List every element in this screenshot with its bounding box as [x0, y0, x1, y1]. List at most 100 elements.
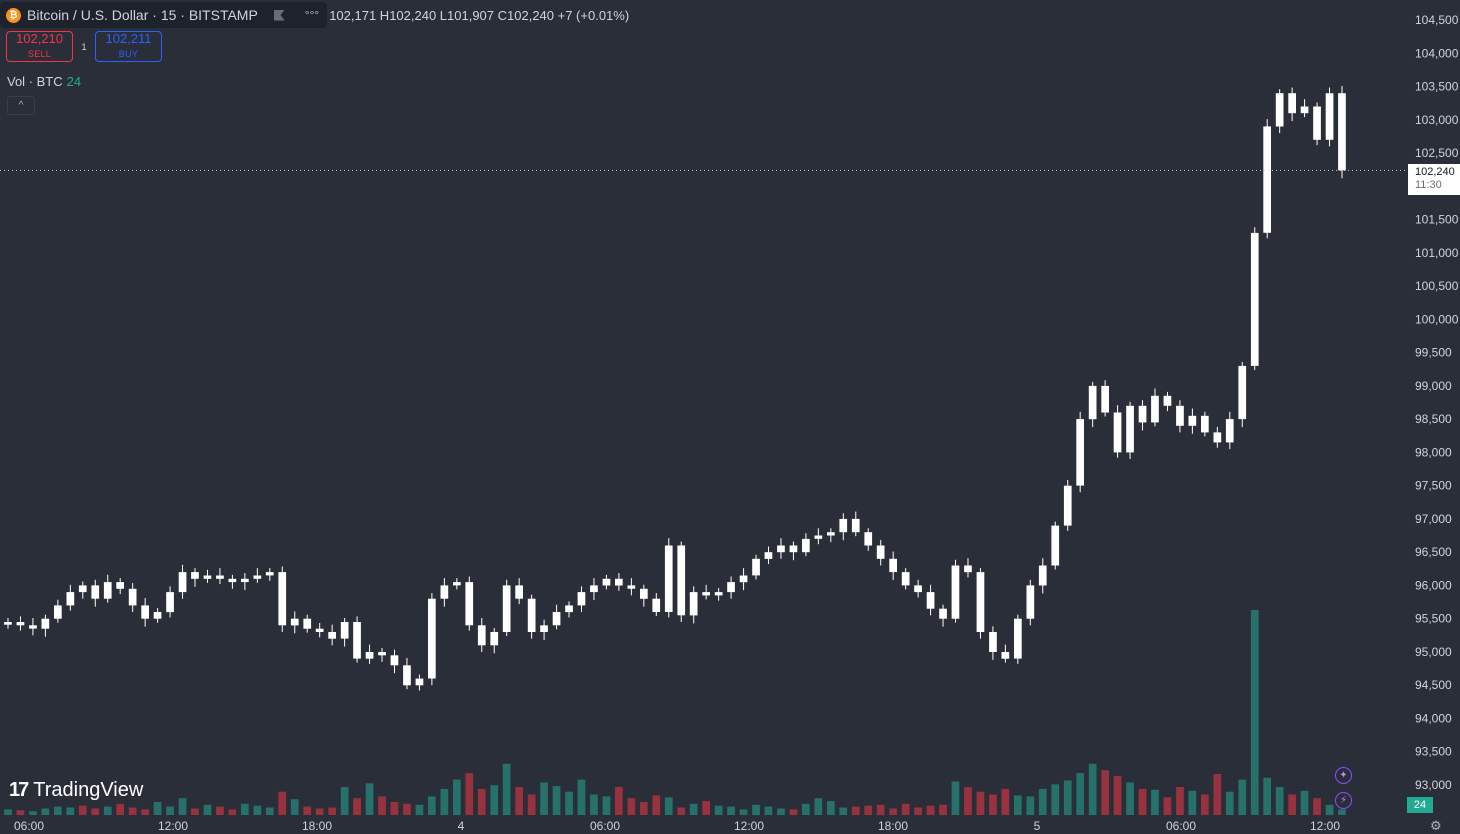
candle-body [340, 622, 349, 639]
volume-bar [303, 806, 312, 815]
volume-bar [864, 805, 873, 815]
volume-bar [1263, 777, 1271, 815]
volume-bar [652, 795, 661, 815]
volume-bar [1138, 788, 1147, 815]
flag-icon[interactable] [273, 9, 285, 21]
y-axis-tick-label: 100,000 [1415, 312, 1459, 326]
volume-legend[interactable]: Vol · BTC 24 [7, 74, 81, 89]
volume-bar [1126, 782, 1134, 815]
y-axis-tick-label: 97,000 [1415, 512, 1452, 526]
volume-bar [4, 809, 12, 815]
y-axis-tick-label: 96,000 [1415, 578, 1452, 592]
candle-body [265, 572, 274, 576]
buy-button[interactable]: 102,211 BUY [95, 31, 162, 62]
candle-body [41, 618, 50, 629]
candle-body [827, 532, 835, 536]
candle-body [727, 582, 735, 593]
volume-bar [29, 811, 37, 815]
sparkle-icon[interactable]: ✦ [1335, 767, 1352, 784]
candle-body [153, 612, 162, 619]
candle-body [178, 572, 187, 593]
volume-bar [1088, 763, 1097, 816]
volume-bar [702, 801, 710, 815]
volume-bar [789, 809, 798, 815]
volume-bar [328, 807, 336, 815]
candle-body [552, 612, 561, 626]
chart-header: ₿ Bitcoin / U.S. Dollar · 15 · BITSTAMP … [0, 2, 629, 28]
candle-body [116, 582, 124, 589]
candle-body [1038, 565, 1047, 586]
candle-body [191, 572, 199, 579]
last-price-value: 102,240 [1415, 166, 1455, 178]
volume-bar [253, 805, 262, 815]
volume-bar [590, 794, 598, 815]
y-axis-tick-label: 94,500 [1415, 678, 1452, 692]
y-axis-tick-label: 101,500 [1415, 213, 1459, 227]
candle-body [29, 625, 37, 629]
x-axis-tick-label: 12:00 [1310, 819, 1340, 833]
volume-bar [914, 807, 922, 815]
candle-body [465, 582, 474, 626]
volume-bar [876, 804, 885, 816]
candle-body [1088, 385, 1097, 420]
volume-bar [440, 788, 449, 815]
candle-body [714, 592, 723, 596]
candle-body [91, 585, 100, 599]
candle-body [1076, 419, 1084, 486]
collapse-legend-icon[interactable]: ^ [7, 96, 35, 115]
x-axis-tick-label: 12:00 [158, 819, 188, 833]
volume-bar [502, 763, 511, 816]
y-axis-tick-label: 102,500 [1415, 146, 1459, 160]
settings-gear-icon[interactable]: ⚙ [1430, 818, 1442, 833]
volume-bar [1176, 787, 1184, 815]
candle-body [1151, 395, 1159, 423]
volume-bar [166, 806, 174, 815]
volume-bar [827, 801, 835, 815]
volume-bar [627, 798, 636, 815]
sell-button[interactable]: 102,210 SELL [6, 31, 73, 62]
candle-body [103, 582, 112, 599]
candle-body [1300, 106, 1309, 114]
candle-body [652, 598, 661, 612]
volume-bar [951, 781, 960, 815]
volume-bar [802, 803, 810, 815]
volume-bar [889, 808, 897, 815]
candle-body [1126, 405, 1134, 453]
symbol-info[interactable]: ₿ Bitcoin / U.S. Dollar · 15 · BITSTAMP … [0, 2, 328, 28]
volume-bar [1051, 784, 1060, 816]
volume-bar [278, 791, 287, 815]
volume-bar [615, 787, 623, 815]
y-axis-tick-label: 93,500 [1415, 745, 1452, 759]
candle-body [640, 588, 648, 599]
y-axis-tick-label: 95,000 [1415, 645, 1452, 659]
y-axis-tick-label: 104,000 [1415, 46, 1459, 60]
candle-body [565, 605, 573, 613]
volume-bar [477, 788, 486, 815]
volume-bar [228, 809, 237, 815]
candle-body [901, 572, 910, 586]
volume-bar [1201, 794, 1209, 815]
symbol-title: Bitcoin / U.S. Dollar · 15 · BITSTAMP [27, 7, 258, 23]
tradingview-logo[interactable]: 17 TradingView [9, 779, 143, 802]
y-axis-tick-label: 98,500 [1415, 412, 1452, 426]
candle-body [403, 665, 411, 686]
candle-body [1176, 405, 1184, 426]
more-options-icon[interactable]: °°° [304, 8, 320, 22]
volume-bar [1113, 775, 1122, 815]
volume-bar [103, 806, 112, 815]
volume-bar [664, 797, 673, 815]
candle-body [1063, 485, 1072, 526]
candle-body [1250, 232, 1259, 366]
volume-bar [777, 808, 785, 815]
spread-value: 1 [81, 41, 87, 52]
candle-body [78, 585, 87, 593]
volume-bar [191, 808, 199, 815]
candle-body [789, 545, 798, 553]
volume-bar [41, 808, 50, 815]
x-axis-tick-label: 4 [458, 819, 465, 833]
lightning-icon[interactable]: ⚡ [1335, 792, 1352, 809]
volume-bar [1313, 798, 1321, 815]
volume-bar [315, 808, 324, 815]
buy-price: 102,211 [105, 31, 152, 46]
